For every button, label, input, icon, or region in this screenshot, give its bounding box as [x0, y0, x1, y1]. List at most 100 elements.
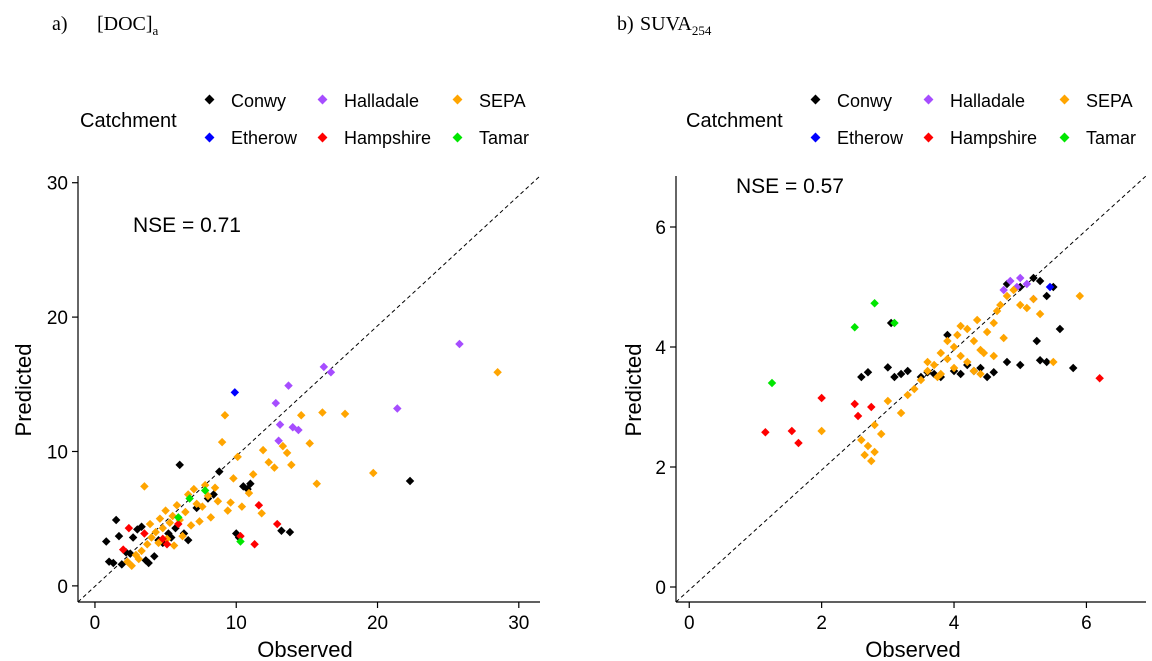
legend-b-key-halladale	[923, 94, 934, 105]
point-sepa	[226, 498, 235, 507]
x-tick-label: 20	[367, 613, 388, 634]
point-sepa	[979, 348, 989, 358]
point-sepa	[169, 541, 179, 550]
point-sepa	[206, 513, 216, 522]
point-hampshire	[124, 523, 134, 533]
point-sepa	[963, 357, 972, 367]
legend-a-key-sepa	[452, 94, 463, 105]
point-sepa	[248, 470, 258, 479]
point-sepa	[923, 366, 932, 376]
legend-b-label-halladale: Halladale	[950, 91, 1025, 111]
legend-b: Catchment Conwy Halladale SEPA Etherow H…	[686, 91, 1136, 148]
y-ticks-a: 0 10 20 30	[47, 174, 78, 598]
nse-annotation-b: NSE = 0.57	[736, 175, 844, 198]
point-halladale	[284, 381, 293, 390]
point-sepa	[213, 496, 223, 506]
panel-b-label: b)	[617, 13, 634, 35]
legend-b-label-hampshire: Hampshire	[950, 128, 1037, 148]
x-ticks-a: 0 10 20 30	[90, 602, 529, 634]
point-conwy	[890, 372, 899, 382]
point-sepa	[223, 506, 233, 515]
point-conwy	[277, 526, 286, 536]
legend-a-key-hampshire	[317, 132, 328, 143]
point-tamar	[870, 298, 879, 308]
y-tick-label: 30	[47, 174, 68, 195]
x-tick-label: 4	[949, 613, 960, 634]
point-hampshire	[817, 393, 826, 403]
point-sepa	[910, 384, 919, 394]
legend-a-label-halladale: Halladale	[344, 91, 419, 111]
point-sepa	[956, 321, 965, 331]
point-halladale	[1006, 276, 1015, 286]
point-sepa	[198, 502, 207, 511]
point-halladale	[275, 420, 285, 429]
point-tamar	[767, 378, 777, 388]
point-hampshire	[853, 411, 863, 421]
point-sepa	[1022, 303, 1032, 313]
point-sepa	[989, 351, 998, 361]
point-hampshire	[250, 539, 259, 549]
x-tick-label: 2	[816, 613, 827, 634]
point-hampshire	[867, 402, 876, 412]
panel-b-title-main: SUVA	[640, 13, 692, 35]
point-tamar	[850, 322, 859, 332]
point-hampshire	[254, 501, 264, 510]
point-tamar	[200, 486, 210, 495]
point-sepa	[145, 519, 155, 529]
panel-a-title: [DOC]a	[97, 13, 159, 38]
point-sepa	[969, 366, 979, 376]
point-sepa	[923, 357, 932, 367]
x-ticks-b: 0 2 4 6	[684, 602, 1092, 634]
point-sepa	[943, 354, 952, 364]
point-hampshire	[761, 427, 770, 437]
point-sepa	[186, 521, 196, 530]
point-etherow	[230, 388, 240, 397]
point-conwy	[215, 467, 224, 476]
panel-b-title-sub: 254	[692, 23, 712, 38]
point-conwy	[883, 363, 893, 372]
point-sepa	[278, 441, 288, 451]
point-conwy	[405, 476, 415, 486]
point-sepa	[172, 501, 182, 510]
panel-b-title: SUVA254	[640, 13, 712, 38]
point-sepa	[936, 348, 946, 358]
point-sepa	[257, 509, 266, 518]
point-conwy	[1015, 360, 1025, 370]
point-sepa	[982, 327, 992, 337]
point-hampshire	[1095, 373, 1104, 383]
point-conwy	[863, 367, 873, 377]
point-sepa	[870, 420, 879, 430]
legend-b-label-conwy: Conwy	[837, 91, 892, 111]
point-conwy	[1042, 291, 1051, 301]
point-sepa	[1035, 309, 1045, 319]
legend-b-key-etherow	[810, 132, 821, 143]
point-conwy	[1029, 273, 1038, 283]
point-sepa	[976, 369, 985, 379]
y-tick-label: 6	[655, 218, 666, 239]
point-halladale	[326, 367, 336, 377]
point-halladale	[274, 436, 283, 445]
legend-a-key-tamar	[452, 132, 463, 143]
legend-a-label-sepa: SEPA	[479, 91, 526, 111]
nse-annotation-a: NSE = 0.71	[133, 214, 241, 237]
point-sepa	[142, 539, 152, 549]
point-halladale	[1015, 273, 1025, 283]
point-halladale	[393, 404, 402, 413]
point-sepa	[312, 479, 322, 488]
point-sepa	[210, 483, 220, 493]
legend-a-label-etherow: Etherow	[231, 128, 298, 148]
point-sepa	[1029, 294, 1038, 304]
point-sepa	[870, 447, 879, 457]
one-to-one-line-a	[78, 176, 540, 602]
points-a	[102, 339, 502, 570]
y-tick-label: 20	[47, 308, 68, 329]
point-sepa	[963, 324, 972, 334]
point-sepa	[1075, 291, 1085, 301]
y-axis-title-b: Predicted	[621, 344, 646, 437]
legend-b-key-tamar	[1059, 132, 1070, 143]
point-sepa	[493, 367, 502, 377]
point-sepa	[863, 441, 873, 451]
point-sepa	[369, 468, 378, 478]
x-tick-label: 0	[684, 613, 695, 634]
